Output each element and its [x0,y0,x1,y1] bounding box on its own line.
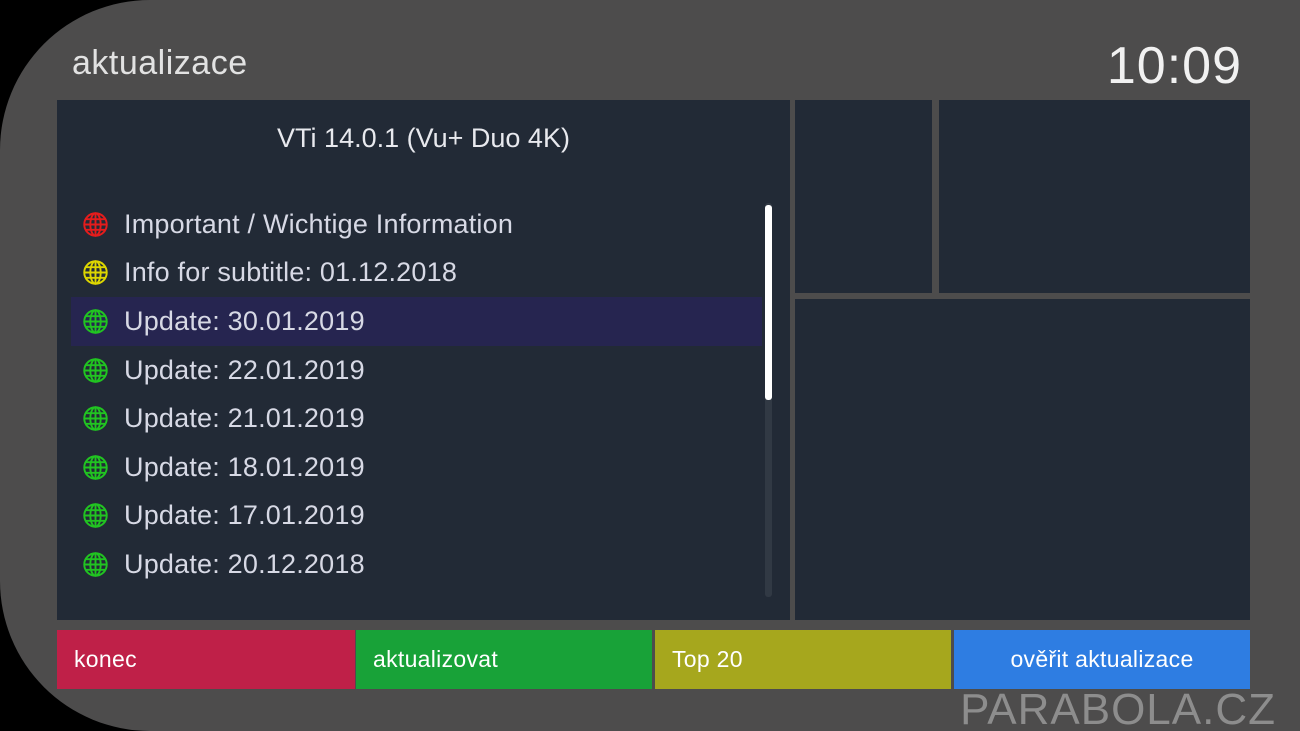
info-box-wide [939,100,1250,293]
globe-icon [83,503,108,529]
list-item[interactable]: Update: 22.01.2019 [71,346,762,395]
list-item-label: Update: 21.01.2019 [124,403,365,434]
list-item[interactable]: Update: 21.01.2019 [71,394,762,443]
page-title: aktualizace [72,44,248,82]
firmware-version-heading: VTi 14.0.1 (Vu+ Duo 4K) [277,123,570,153]
konec-button[interactable]: konec [57,630,355,689]
globe-icon [83,260,108,286]
aktualizovat-button[interactable]: aktualizovat [356,630,652,689]
scrollbar-track[interactable] [765,203,772,597]
scrollbar-thumb[interactable] [765,205,772,400]
list-item-label: Info for subtitle: 01.12.2018 [124,257,458,288]
list-item-label: Update: 20.12.2018 [124,548,365,579]
description-box [795,299,1250,620]
parabola-watermark: PARABOLA.CZ [960,685,1276,731]
list-item-label: Important / Wichtige Information [124,208,514,239]
globe-icon [83,212,108,237]
list-item[interactable]: Important / Wichtige Information [71,200,762,249]
list-item[interactable]: Update: 18.01.2019 [71,443,762,492]
list-item[interactable]: Update: 17.01.2019 [71,492,762,541]
info-box-small [795,100,932,293]
list-item-label: Update: 30.01.2019 [124,305,365,336]
list-item[interactable]: Update: 30.01.2019 [71,297,762,346]
update-list: Important / Wichtige Information Info fo… [71,200,762,589]
clock: 10:09 [1106,37,1242,95]
update-list-panel: VTi 14.0.1 (Vu+ Duo 4K) Important / Wich… [57,100,790,620]
list-item[interactable]: Info for subtitle: 01.12.2018 [71,249,762,298]
list-item-label: Update: 22.01.2019 [124,354,365,385]
globe-icon [83,455,108,480]
globe-icon [83,309,108,334]
globe-icon [83,406,108,431]
globe-icon [83,357,108,383]
list-item-label: Update: 17.01.2019 [124,500,365,531]
globe-icon [83,552,108,577]
list-item-label: Update: 18.01.2019 [124,451,365,482]
top-20-button[interactable]: Top 20 [655,630,951,689]
overit-aktualizace-button[interactable]: ověřit aktualizace [954,630,1250,689]
list-item[interactable]: Update: 20.12.2018 [71,540,762,589]
